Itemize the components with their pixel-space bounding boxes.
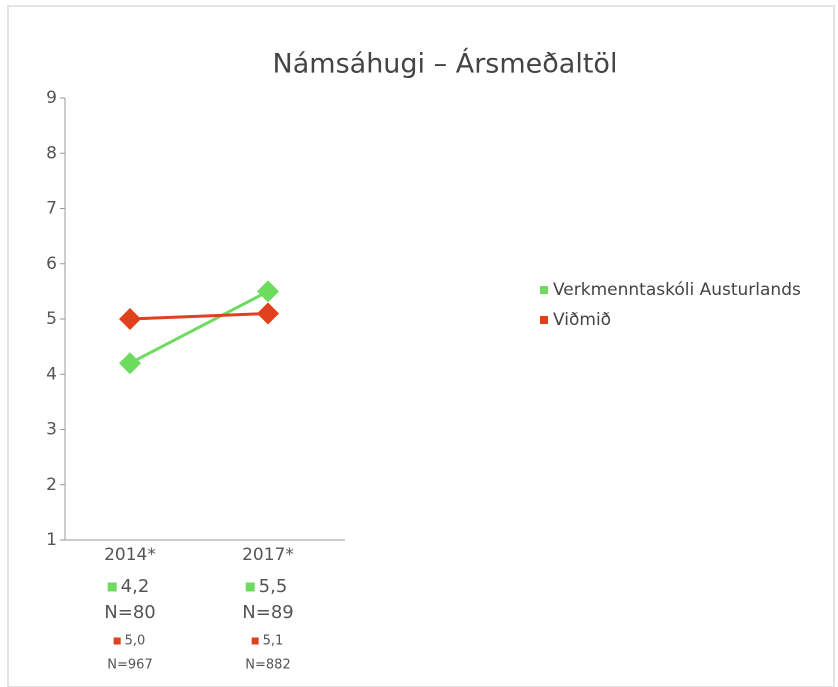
series-line (129, 311, 269, 321)
legend-swatch (540, 286, 548, 294)
y-tick-label: 2 (46, 475, 57, 495)
value-label: 5,1 (263, 634, 284, 649)
frame (7, 5, 835, 687)
legend-label: Verkmenntaskóli Austurlands (553, 280, 801, 300)
chart-title: Námsáhugi – Ársmeðaltöl (273, 48, 618, 80)
value-label: 5,5 (259, 576, 288, 597)
point-marker (119, 352, 141, 375)
legend-label: Viðmið (553, 310, 611, 330)
value-label: 5,0 (125, 634, 146, 649)
point-marker (257, 280, 279, 303)
series-line (129, 290, 269, 365)
y-tick-label: 9 (46, 88, 57, 108)
y-tick-label: 1 (46, 530, 57, 550)
point-marker (119, 308, 141, 330)
value-swatch (245, 582, 255, 592)
y-tick-label: 3 (46, 420, 57, 440)
x-tick-label: 2014* (104, 545, 156, 565)
value-swatch (113, 637, 121, 645)
value-swatch (251, 637, 259, 645)
x-tick-label: 2017* (242, 545, 294, 565)
y-tick-label: 7 (46, 199, 57, 219)
value-swatch (107, 582, 117, 592)
y-tick-label: 5 (46, 309, 57, 329)
value-label: 4,2 (121, 576, 150, 597)
y-tick-label: 4 (46, 364, 57, 384)
legend-swatch (540, 316, 548, 324)
y-tick-label: 8 (46, 143, 57, 163)
n-label: N=80 (104, 602, 155, 623)
n-label: N=967 (107, 658, 152, 673)
n-label: N=89 (242, 602, 293, 623)
n-label: N=882 (245, 658, 290, 673)
y-tick-label: 6 (46, 254, 57, 274)
point-marker (257, 302, 279, 325)
